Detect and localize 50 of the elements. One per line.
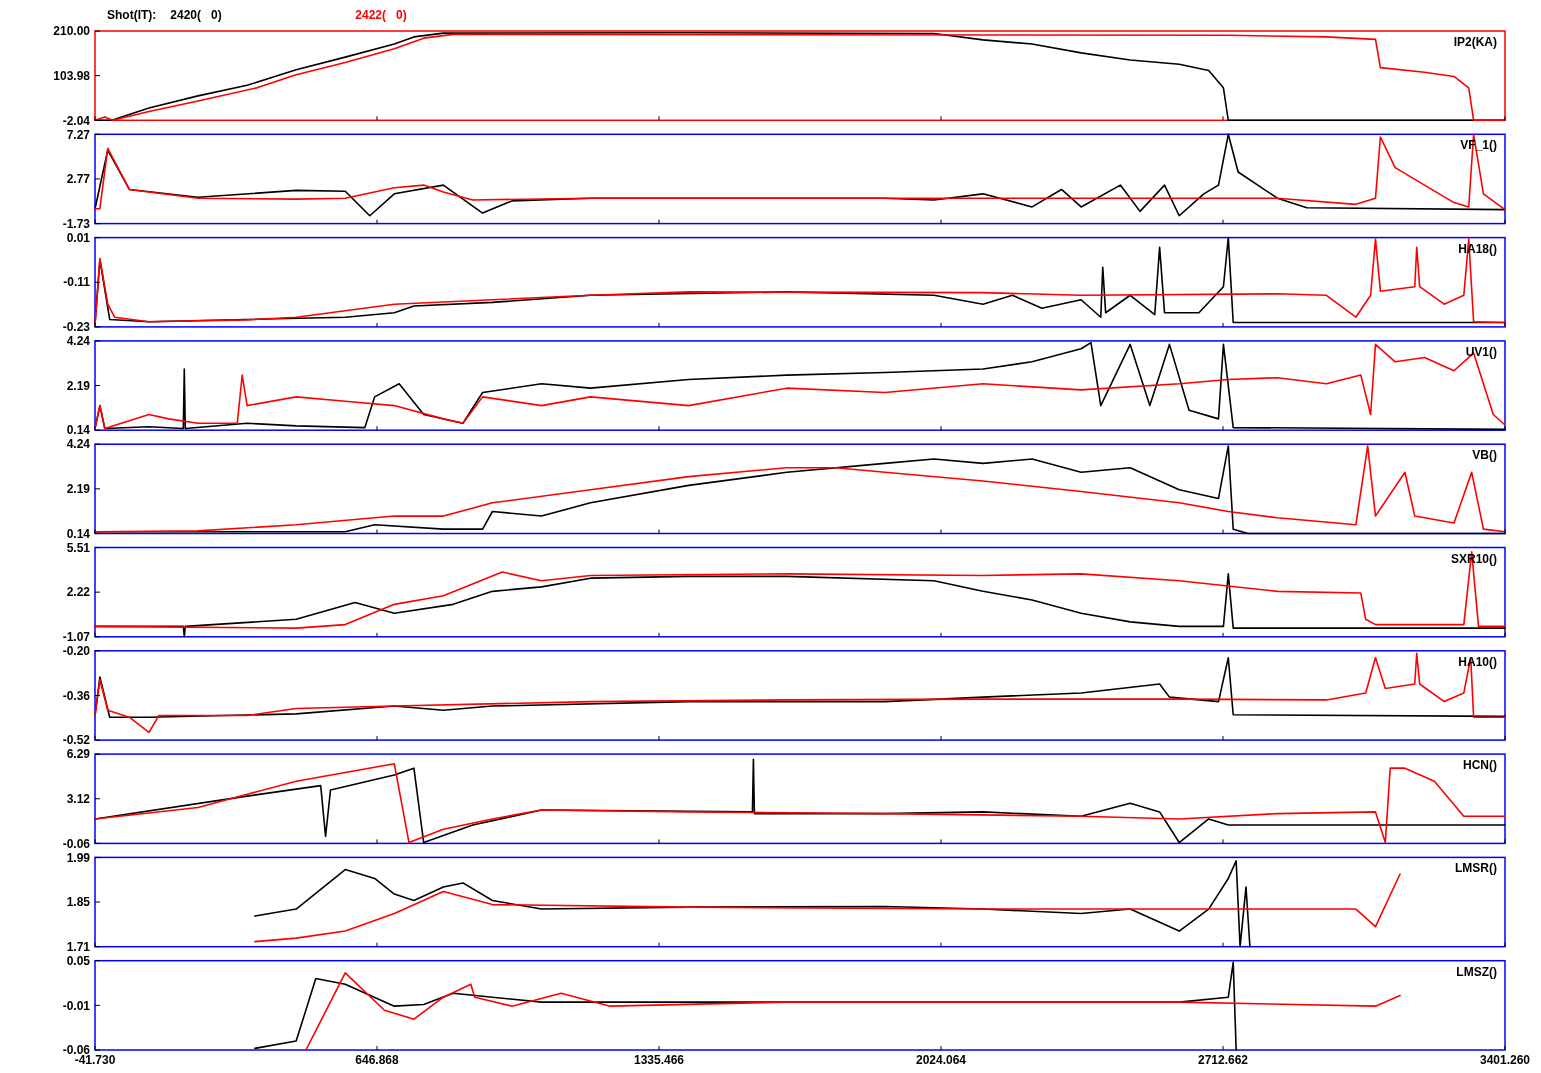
x-tick-label: 2712.662 [1197, 1053, 1249, 1067]
chart-title: HCN() [1463, 758, 1497, 773]
x-tick-label: -41.730 [74, 1053, 116, 1067]
y-tick-label: 0.01 [66, 230, 91, 245]
x-tick-label: 3401.260 [1479, 1053, 1531, 1067]
chart-title: LMSZ() [1456, 964, 1497, 979]
y-tick-label: -0.36 [62, 688, 91, 703]
y-tick-label: -2.04 [62, 113, 91, 128]
y-tick-label: -0.52 [62, 733, 91, 748]
y-tick-label: 0.05 [66, 953, 91, 968]
chart-title: VB() [1472, 448, 1497, 463]
chart-title: UV1() [1465, 344, 1497, 359]
y-tick-label: 0.14 [66, 423, 91, 438]
series-label: 2422( 0) [355, 8, 407, 22]
y-tick-label: -0.11 [63, 275, 91, 290]
line-series [254, 860, 1251, 948]
y-tick-label: 4.24 [66, 334, 91, 349]
y-tick-label: 210.00 [53, 24, 91, 39]
y-tick-label: 1.99 [66, 850, 91, 865]
y-tick-label: -0.20 [62, 644, 91, 658]
y-tick-label: -1.73 [62, 216, 91, 231]
y-tick-label: 7.27 [66, 127, 91, 142]
y-tick-label: 4.24 [66, 437, 91, 452]
x-tick-label: 1335.466 [633, 1053, 685, 1067]
y-tick-label: 6.29 [66, 747, 91, 762]
y-tick-label: -0.23 [62, 320, 91, 335]
text: 2420( 0) [170, 8, 222, 22]
y-tick-label: 2.22 [66, 585, 91, 600]
y-tick-label: -0.06 [62, 836, 91, 851]
y-tick-label: 1.71 [66, 939, 91, 954]
y-tick-label: 0.14 [66, 526, 91, 541]
y-tick-label: 1.85 [66, 895, 91, 910]
chart-title: IP2(KA) [1453, 35, 1497, 49]
line-series [94, 551, 1506, 629]
y-tick-label: 5.51 [66, 540, 91, 555]
y-tick-label: 103.98 [53, 68, 91, 83]
x-tick-label: 646.868 [355, 1053, 400, 1067]
line-series [305, 972, 1401, 1051]
y-tick-label: -1.07 [62, 630, 91, 644]
chart-title: LMSR() [1455, 861, 1497, 876]
y-tick-label: -0.01 [62, 998, 91, 1013]
y-tick-label: 2.19 [66, 378, 91, 393]
y-tick-label: 2.19 [66, 482, 91, 497]
x-tick-label: 2024.064 [915, 1053, 967, 1067]
line-series [94, 652, 1506, 734]
legend-title: Shot(IT): [107, 8, 157, 22]
y-tick-label: 2.77 [66, 172, 91, 187]
line-series [254, 873, 1401, 943]
line-series [94, 656, 1506, 719]
y-tick-label: 3.12 [66, 791, 91, 806]
